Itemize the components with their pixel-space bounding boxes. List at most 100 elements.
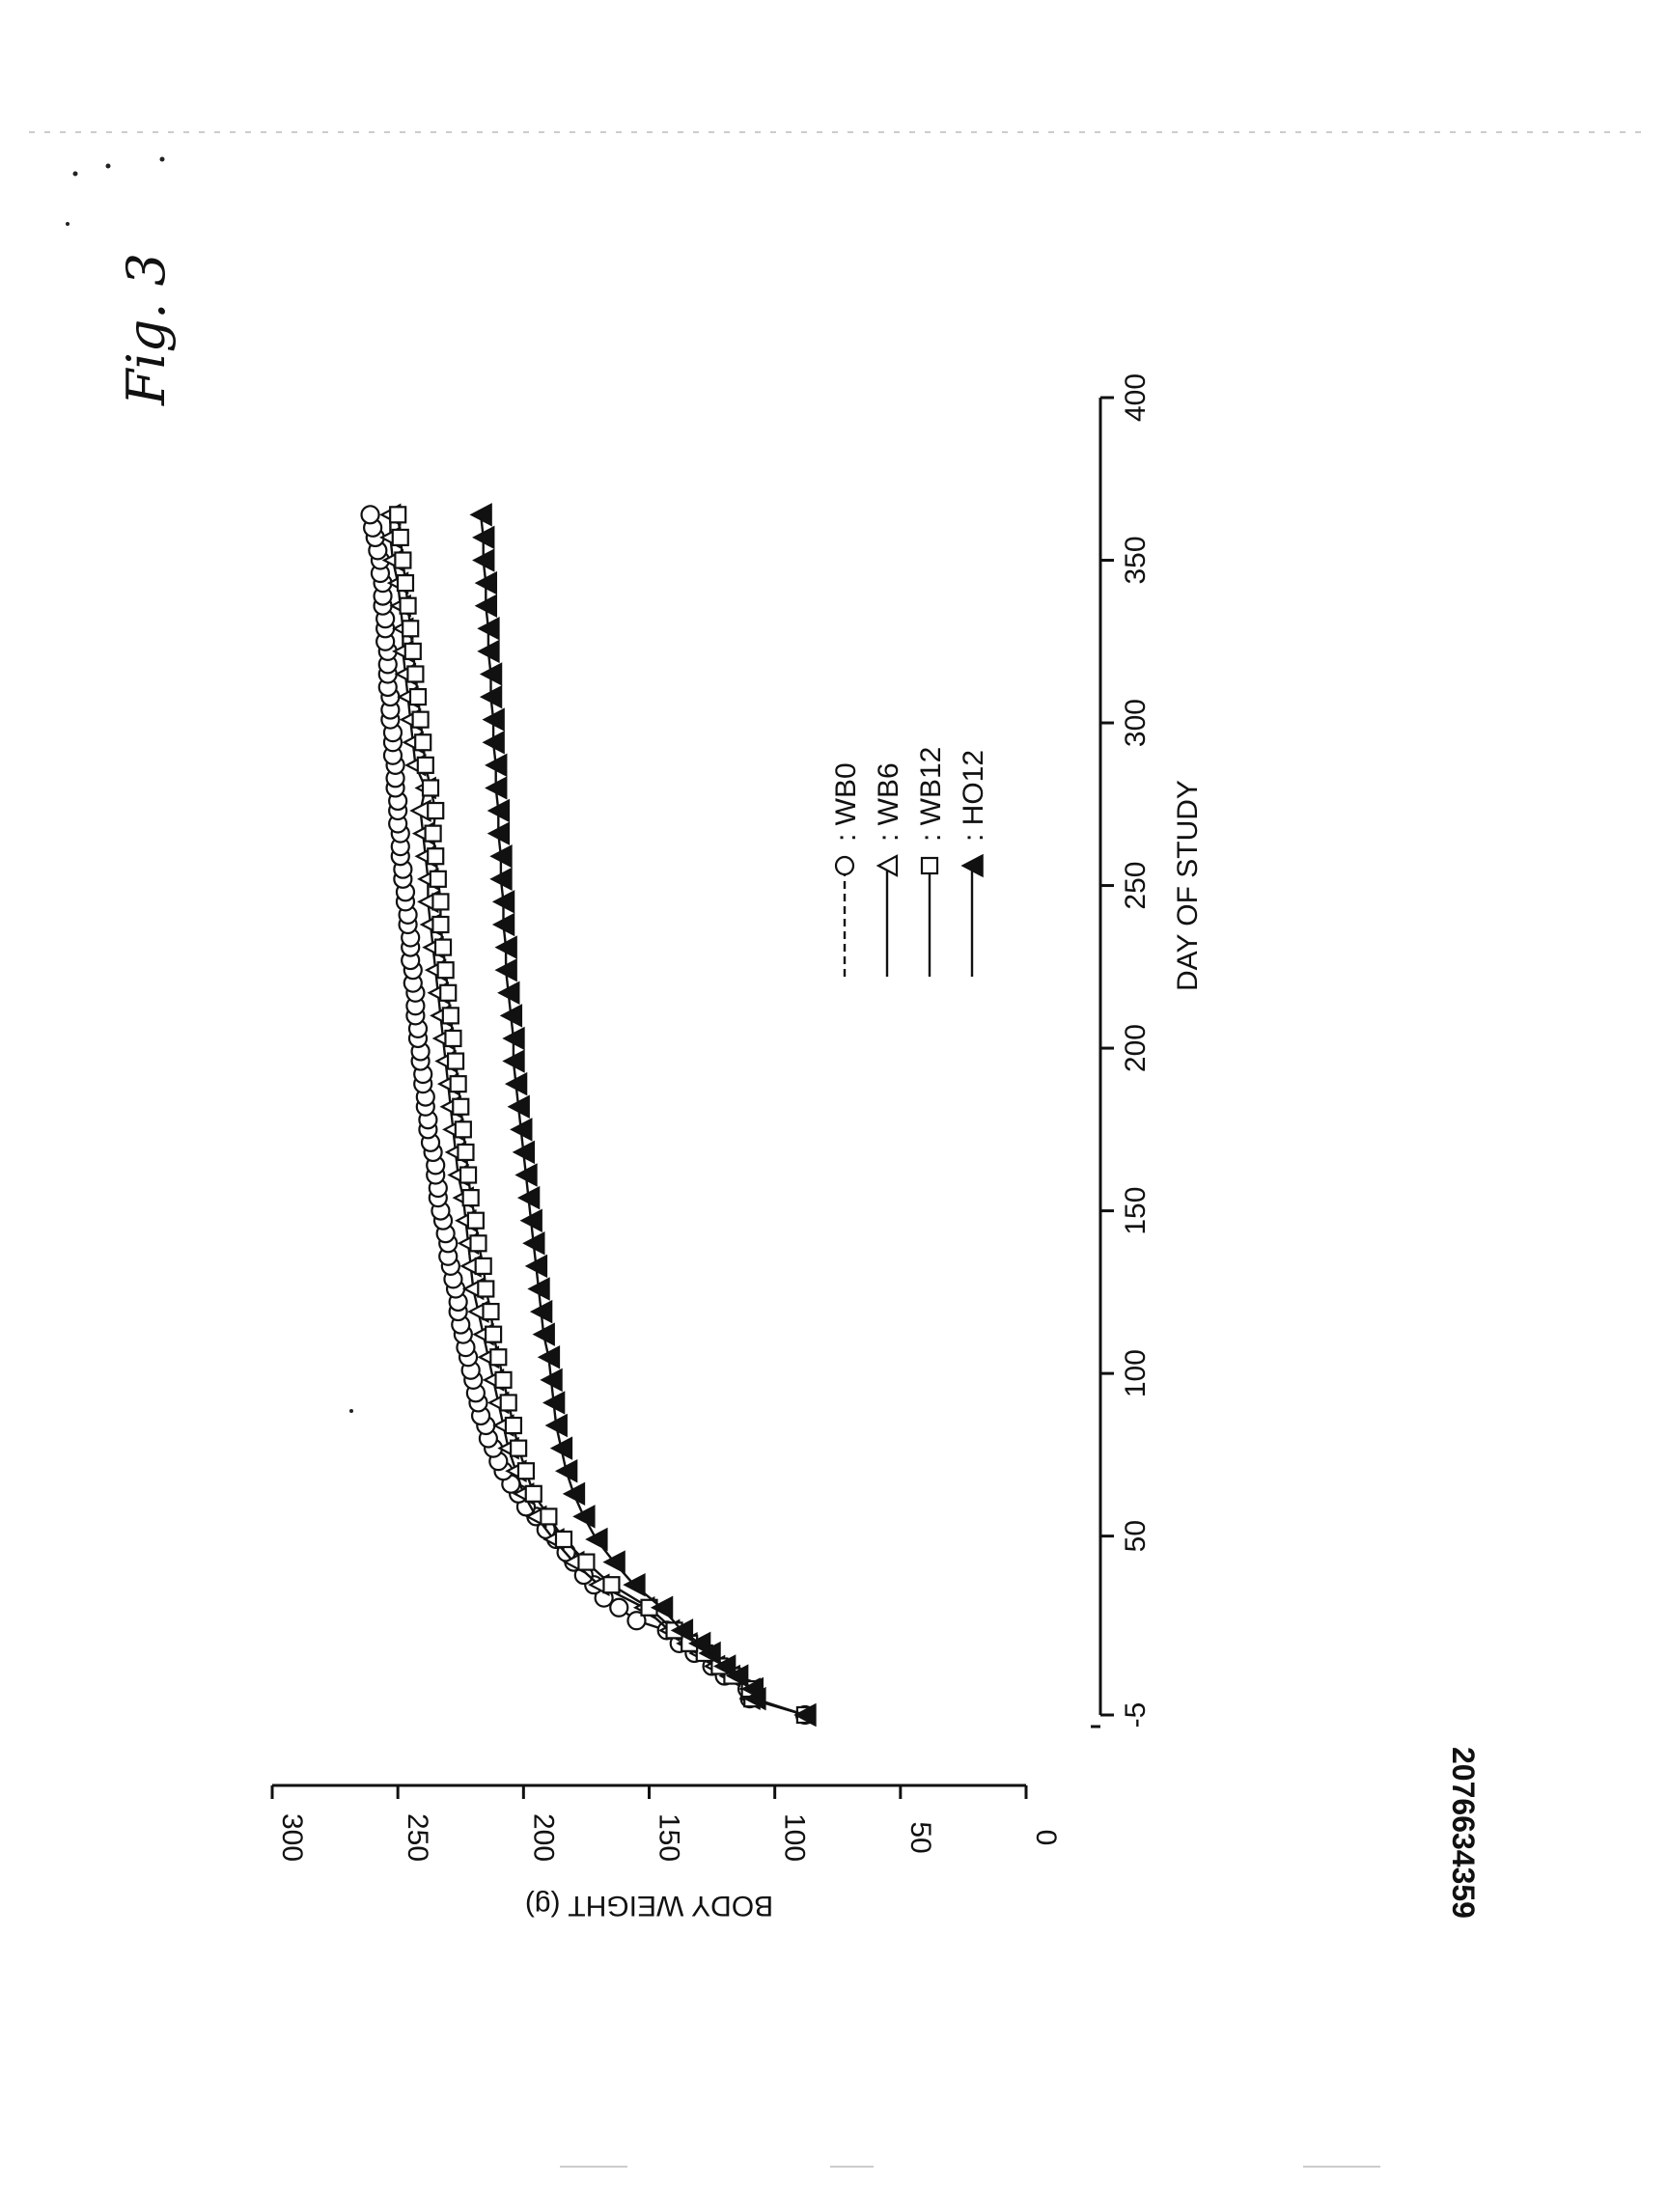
data-point-wb12: [554, 1530, 573, 1549]
data-point-wb12: [469, 1234, 487, 1253]
data-point-wb12: [499, 1394, 517, 1412]
data-point-ho12: [537, 1345, 561, 1369]
data-point-wb12: [504, 1416, 523, 1435]
data-point-ho12: [497, 981, 520, 1006]
legend-label-wb6: : WB6: [873, 762, 904, 842]
document-id: 2076634359: [1446, 1747, 1481, 1919]
series-ho12: [469, 503, 817, 1728]
data-point-wb12: [436, 961, 455, 980]
data-point-wb12: [391, 528, 409, 547]
data-point-wb12: [416, 756, 434, 774]
data-point-ho12: [519, 1208, 542, 1232]
day-tick-label: 100: [1120, 1349, 1152, 1397]
data-point-wb12: [421, 779, 440, 797]
data-point-ho12: [477, 639, 500, 664]
data-point-wb12: [429, 870, 447, 888]
data-point-wb12: [399, 596, 417, 615]
data-point-wb12: [454, 1120, 472, 1139]
legend-entry-wb0: : WB0: [830, 762, 862, 977]
data-point-wb12: [439, 983, 458, 1002]
day-tick-label: 200: [1120, 1024, 1152, 1072]
data-point-ho12: [482, 731, 505, 755]
data-point-wb12: [433, 938, 453, 956]
data-point-ho12: [502, 1049, 525, 1073]
data-point-wb12: [431, 893, 450, 911]
day-tick-label: 50: [1120, 1520, 1152, 1552]
data-point-ho12: [472, 525, 495, 550]
legend: : WB0 : WB6 : WB12 : HO12: [830, 747, 989, 977]
day-tick-label: 250: [1120, 862, 1152, 910]
series-wb12: [389, 506, 815, 1725]
legend-entry-wb12: : WB12: [915, 747, 947, 977]
data-point-ho12: [482, 707, 505, 732]
legend-marker-wb6: [876, 854, 899, 877]
data-point-ho12: [602, 1550, 626, 1574]
legend-marker-wb0: [834, 855, 855, 876]
data-point-ho12: [479, 684, 503, 709]
data-point-ho12: [650, 1595, 674, 1620]
data-point-ho12: [486, 821, 511, 845]
weight-tick-label: 50: [904, 1821, 936, 1853]
data-point-wb12: [516, 1462, 536, 1480]
data-point-wb12: [414, 733, 432, 752]
day-tick-label: 300: [1120, 699, 1152, 747]
legend-label-ho12: : HO12: [958, 750, 989, 842]
data-point-ho12: [494, 935, 517, 959]
data-point-ho12: [507, 1094, 530, 1119]
data-point-ho12: [477, 617, 500, 641]
data-point-wb12: [457, 1143, 475, 1162]
weight-tick-label: 250: [402, 1813, 433, 1862]
data-point-ho12: [540, 1368, 563, 1393]
series-wb0: [360, 505, 816, 1726]
data-point-wb12: [577, 1553, 596, 1571]
data-point-wb12: [484, 1325, 503, 1343]
data-point-ho12: [489, 867, 513, 892]
data-point-wb12: [461, 1189, 480, 1207]
data-point-wb12: [524, 1484, 542, 1503]
data-point-ho12: [554, 1458, 578, 1483]
data-point-wb0: [360, 505, 380, 525]
data-point-ho12: [585, 1527, 608, 1552]
data-point-ho12: [793, 1702, 817, 1728]
data-point-wb12: [411, 710, 430, 729]
data-point-wb12: [474, 1257, 492, 1275]
data-point-wb12: [459, 1166, 478, 1184]
data-point-ho12: [479, 662, 503, 686]
data-point-ho12: [491, 912, 515, 937]
weight-axis-ticks: 0 50 100 150 200 250 300: [270, 1785, 1062, 1862]
data-point-wb12: [494, 1370, 513, 1389]
data-point-ho12: [474, 594, 498, 618]
data-point-wb12: [540, 1507, 558, 1526]
data-point-ho12: [489, 843, 513, 869]
data-point-ho12: [670, 1618, 694, 1643]
legend-entry-wb6: : WB6: [873, 762, 904, 977]
data-point-wb12: [402, 620, 420, 638]
data-point-wb12: [403, 642, 422, 660]
data-point-wb12: [427, 847, 445, 866]
legend-marker-ho12: [960, 853, 984, 878]
legend-label-wb12: : WB12: [915, 747, 947, 842]
day-tick-label: -5: [1120, 1702, 1152, 1728]
data-point-wb12: [427, 801, 445, 820]
data-point-wb12: [466, 1211, 485, 1230]
series-layer: [360, 503, 817, 1728]
data-point-ho12: [527, 1277, 550, 1301]
data-point-ho12: [623, 1572, 646, 1597]
data-point-wb12: [441, 1007, 459, 1025]
data-point-wb12: [408, 687, 428, 706]
data-point-wb12: [444, 1029, 462, 1048]
day-tick-label: 400: [1120, 373, 1152, 422]
data-point-ho12: [469, 503, 492, 527]
data-point-ho12: [472, 548, 495, 572]
data-point-ho12: [491, 890, 515, 914]
data-point-ho12: [510, 1118, 533, 1142]
day-axis-ticks: -5 50 100 150 200 250 300 350 400: [1091, 373, 1152, 1728]
data-point-ho12: [726, 1664, 749, 1688]
data-point-ho12: [549, 1436, 573, 1460]
data-point-wb12: [452, 1097, 470, 1116]
data-point-wb12: [424, 824, 442, 843]
data-point-ho12: [516, 1185, 541, 1210]
data-point-ho12: [485, 753, 508, 778]
